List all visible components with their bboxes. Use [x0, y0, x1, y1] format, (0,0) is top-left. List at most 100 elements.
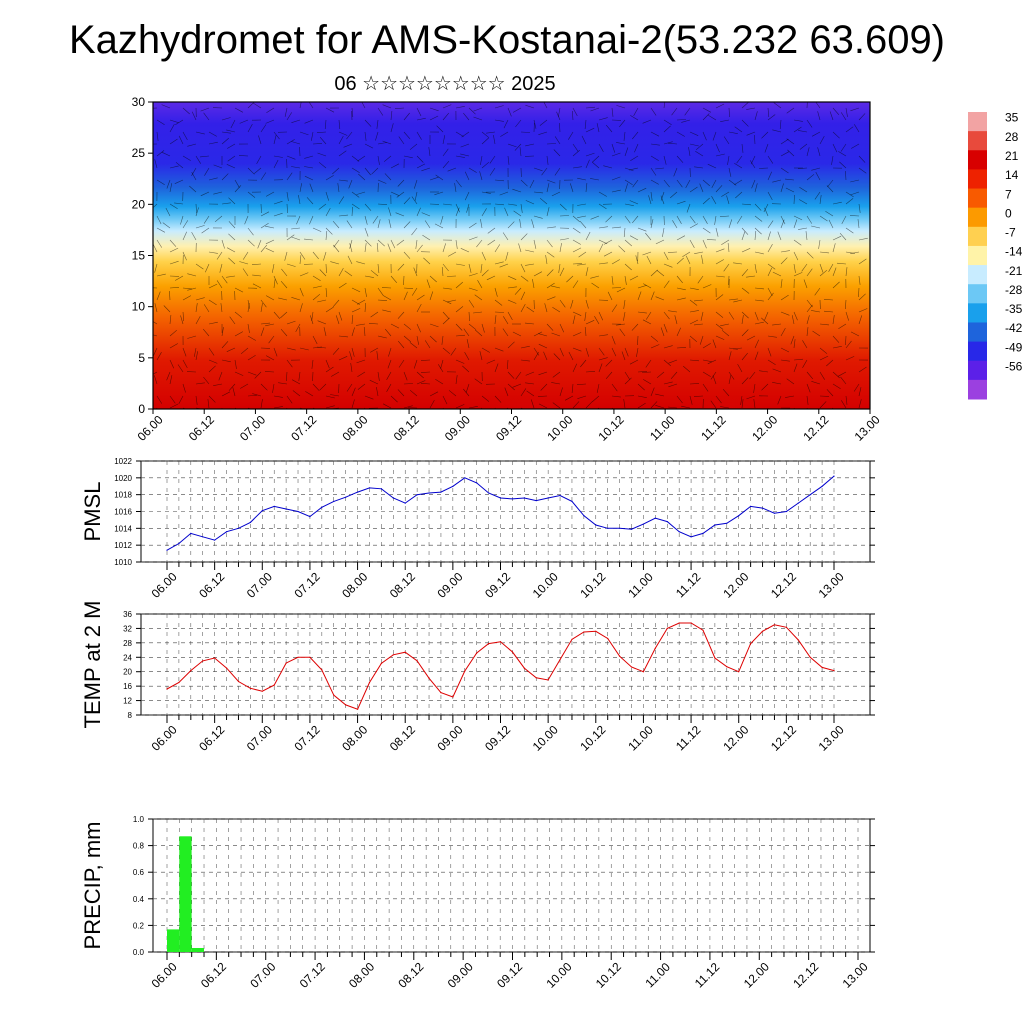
- temp-point: [202, 660, 204, 662]
- temp-point: [750, 643, 752, 645]
- wind-barb: [195, 207, 199, 217]
- wind-barb: [533, 352, 539, 361]
- wind-barb: [390, 395, 398, 403]
- wind-barb: [699, 335, 704, 345]
- wind-barb: [780, 347, 790, 353]
- wind-barb: [520, 203, 523, 213]
- wind-barb: [221, 202, 231, 205]
- wind-barb: [619, 328, 626, 337]
- wind-barb: [754, 230, 757, 241]
- temp-xtick-label: 09.00: [434, 722, 465, 753]
- wind-barb: [741, 399, 744, 409]
- wind-barb: [734, 179, 743, 185]
- temp-point: [511, 651, 513, 653]
- wind-barb: [403, 251, 411, 259]
- wind-barb: [681, 119, 691, 123]
- wind-barb: [811, 310, 821, 313]
- wind-barb: [520, 303, 526, 313]
- wind-barb: [714, 215, 717, 225]
- wind-barb: [767, 244, 773, 253]
- wind-barb: [559, 323, 565, 333]
- wind-barb: [618, 245, 626, 253]
- wind-barb: [598, 334, 608, 337]
- wind-barb: [435, 379, 444, 385]
- wind-barb: [182, 311, 184, 322]
- wind-barb: [663, 179, 670, 188]
- wind-barb: [524, 322, 535, 325]
- wind-barb: [525, 382, 535, 385]
- wind-barb: [577, 203, 587, 206]
- temp-point: [726, 666, 728, 668]
- wind-barb: [325, 191, 329, 201]
- wind-barb: [333, 239, 340, 248]
- wind-barb: [338, 150, 347, 157]
- wind-barb: [838, 323, 847, 330]
- wind-barb: [216, 251, 223, 260]
- wind-barb: [325, 287, 328, 298]
- wind-barb: [397, 340, 405, 349]
- wind-barb: [793, 363, 798, 373]
- wind-barb: [273, 135, 277, 145]
- wind-barb: [637, 335, 639, 346]
- wind-barb: [858, 308, 868, 313]
- wind-barb: [344, 270, 353, 277]
- wind-barb: [721, 239, 730, 245]
- wind-barb: [572, 107, 578, 117]
- wind-barb: [702, 113, 710, 121]
- wind-barb: [169, 290, 171, 301]
- wind-barb: [514, 143, 522, 151]
- wind-barb: [858, 275, 861, 285]
- wind-barb: [728, 298, 738, 301]
- wind-barb: [195, 225, 205, 229]
- wind-barb: [806, 383, 811, 393]
- wind-barb: [663, 155, 667, 165]
- wind-barb: [790, 335, 795, 345]
- wind-barb: [623, 399, 626, 409]
- pmsl-xtick-label: 11.00: [625, 570, 656, 601]
- wind-barb: [584, 326, 587, 337]
- wind-barb: [156, 352, 162, 361]
- wind-barb: [299, 183, 302, 193]
- pmsl-point: [666, 521, 668, 523]
- precip-xtick-label: 12.00: [741, 959, 772, 990]
- wind-barb: [806, 268, 813, 277]
- main-title: Kazhydromet for AMS-Kostanai-2(53.232 63…: [68, 18, 946, 62]
- precip-bar: [167, 929, 180, 952]
- wind-barb: [629, 275, 639, 281]
- wind-barb: [416, 107, 422, 117]
- wind-barb: [577, 215, 587, 218]
- heatmap-xtick-label: 12.12: [800, 412, 831, 443]
- wind-barb: [499, 263, 509, 268]
- wind-barb: [554, 167, 561, 176]
- wind-barb: [819, 371, 825, 380]
- heatmap-ytick-label: 25: [132, 146, 146, 160]
- pmsl-point: [357, 491, 359, 493]
- wind-barb: [505, 251, 509, 261]
- wind-barb: [226, 275, 236, 278]
- wind-barb: [538, 371, 548, 376]
- wind-barb: [442, 347, 451, 355]
- precip-xtick-label: 10.00: [543, 959, 574, 990]
- wind-barb: [153, 243, 158, 253]
- wind-barb: [265, 191, 275, 197]
- wind-barb: [481, 269, 489, 277]
- wind-barb: [182, 383, 186, 393]
- wind-barb: [347, 255, 353, 265]
- wind-barb: [596, 123, 600, 133]
- wind-barb: [318, 162, 327, 169]
- wind-barb: [823, 310, 834, 313]
- wind-barb: [676, 287, 686, 291]
- wind-barb: [153, 334, 158, 337]
- wind-barb: [247, 239, 255, 247]
- wind-barb: [623, 299, 626, 309]
- wind-barb: [660, 191, 665, 201]
- temp-point: [452, 696, 454, 698]
- wind-barb: [335, 315, 340, 325]
- temp-point: [321, 669, 323, 671]
- wind-barb: [356, 261, 366, 265]
- wind-barb: [543, 351, 548, 361]
- wind-barb: [153, 347, 158, 357]
- wind-barb: [735, 191, 743, 199]
- wind-barb: [280, 311, 288, 319]
- pmsl-point: [321, 506, 323, 508]
